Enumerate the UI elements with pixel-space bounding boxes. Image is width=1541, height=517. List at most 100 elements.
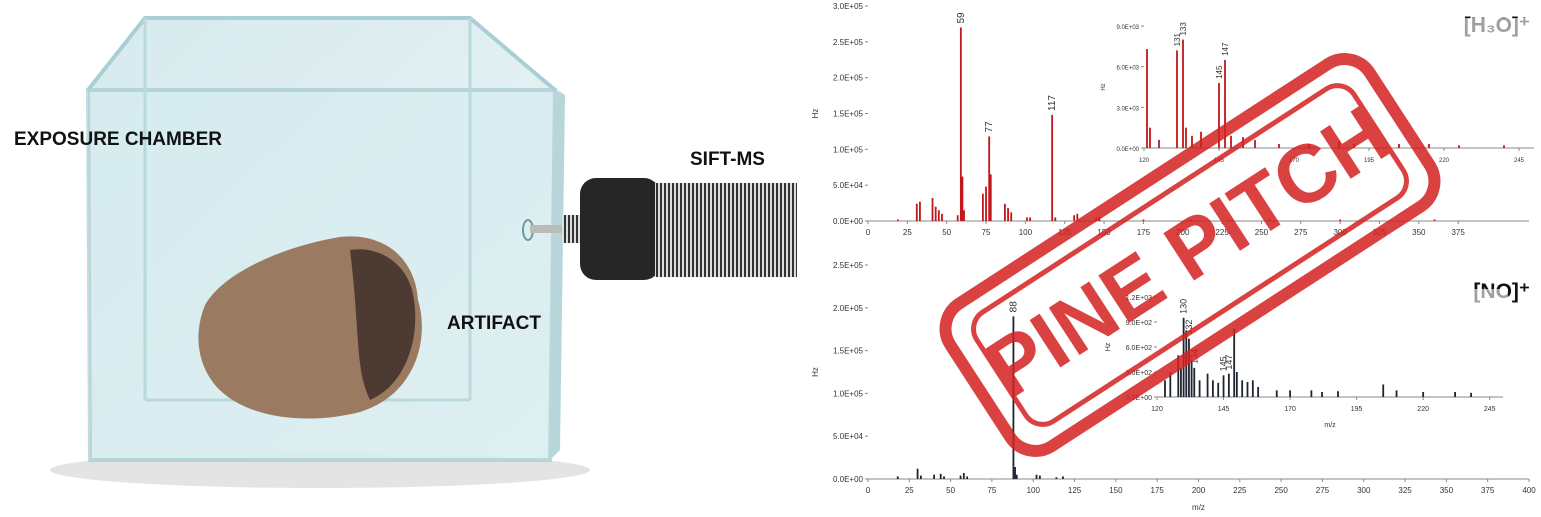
bar <box>1149 127 1151 148</box>
x-tick-label: 325 <box>1398 486 1412 495</box>
bar <box>931 198 934 221</box>
x-tick-label: 225 <box>1215 228 1229 237</box>
x-tick-label: 245 <box>1514 158 1525 164</box>
x-tick-label: 220 <box>1417 406 1429 413</box>
bar <box>1433 219 1436 221</box>
x-tick-label: 120 <box>1139 158 1150 164</box>
y-tick-label: 1.5E+05 <box>833 347 864 356</box>
peak-label: 59 <box>956 12 967 24</box>
bar <box>1308 143 1310 148</box>
y-tick-label: 9.0E+02 <box>1126 320 1152 327</box>
y-axis-label: Hz <box>1101 83 1107 90</box>
y-tick-label: 1.0E+05 <box>833 389 864 398</box>
x-tick-label: 200 <box>1176 228 1190 237</box>
bar <box>1470 392 1472 397</box>
bar <box>1289 390 1291 397</box>
bar <box>1422 392 1425 397</box>
bar <box>933 474 935 479</box>
x-tick-label: 50 <box>946 486 955 495</box>
x-tick-label: 145 <box>1218 406 1230 413</box>
bar <box>1246 382 1249 397</box>
x-tick-label: 375 <box>1451 228 1465 237</box>
bar <box>1338 141 1340 148</box>
x-tick-label: 125 <box>1068 486 1082 495</box>
y-tick-label: 3.0E+02 <box>1126 370 1152 377</box>
x-axis-label: m/z <box>1192 503 1205 512</box>
bar <box>1218 82 1220 148</box>
bar <box>896 476 899 479</box>
x-tick-label: 195 <box>1351 406 1363 413</box>
bar <box>1054 217 1057 221</box>
bar <box>1142 219 1145 221</box>
x-tick-label: 275 <box>1316 486 1330 495</box>
y-tick-label: 5.0E+04 <box>833 181 864 190</box>
peak-label: 88 <box>1008 301 1019 313</box>
bar <box>1062 476 1064 479</box>
bar <box>959 475 962 479</box>
x-tick-label: 0 <box>866 486 871 495</box>
bar <box>1035 474 1038 479</box>
bar <box>1211 380 1214 397</box>
bar <box>1015 474 1018 479</box>
x-tick-label: 350 <box>1412 228 1426 237</box>
x-tick-label: 75 <box>987 486 996 495</box>
bar <box>962 473 965 479</box>
x-tick-label: 50 <box>942 228 951 237</box>
bar <box>943 476 945 479</box>
y-tick-label: 1.5E+05 <box>833 110 864 119</box>
bar <box>1055 477 1058 479</box>
y-tick-label: 3.0E+05 <box>833 2 864 11</box>
x-tick-label: 375 <box>1481 486 1495 495</box>
peak-label: 132 <box>1184 320 1194 335</box>
peak-label: 145 <box>1215 65 1224 79</box>
bar <box>1224 59 1226 149</box>
bar <box>1337 391 1339 397</box>
bar <box>1038 475 1041 479</box>
y-tick-label: 0.0E+00 <box>833 217 864 226</box>
bar <box>963 210 965 221</box>
x-tick-label: 175 <box>1151 486 1165 495</box>
peak-label: 133 <box>1179 22 1188 36</box>
x-tick-label: 100 <box>1027 486 1041 495</box>
bar <box>1191 135 1193 148</box>
peak-label: 130 <box>1179 299 1189 314</box>
bar <box>1190 359 1193 397</box>
bar <box>1353 143 1355 148</box>
bar <box>1164 380 1166 397</box>
artifact-label: ARTIFACT <box>447 313 541 334</box>
y-axis-label: Hz <box>811 367 820 377</box>
y-tick-label: 6.0E+02 <box>1126 345 1152 352</box>
x-tick-label: 25 <box>903 228 912 237</box>
y-tick-label: 0.0E+00 <box>1116 147 1139 153</box>
x-tick-label: 400 <box>1522 486 1536 495</box>
bar <box>1257 387 1260 397</box>
x-tick-label: 350 <box>1440 486 1454 495</box>
bar <box>1503 145 1505 148</box>
y-tick-label: 2.0E+05 <box>833 304 864 313</box>
x-tick-label: 220 <box>1439 158 1450 164</box>
peak-label: 77 <box>984 121 995 133</box>
chamber-label: EXPOSURE CHAMBER <box>14 129 222 150</box>
bar <box>1254 139 1256 148</box>
bar <box>1051 114 1054 221</box>
bar <box>1454 392 1456 397</box>
y-tick-label: 2.0E+05 <box>833 74 864 83</box>
bar <box>1227 373 1230 397</box>
bar <box>985 186 987 221</box>
y-tick-label: 1.0E+05 <box>833 145 864 154</box>
peak-label: 147 <box>1224 355 1234 370</box>
x-tick-label: 245 <box>1484 406 1496 413</box>
bar <box>1251 380 1254 397</box>
bar <box>981 193 984 221</box>
bar <box>988 136 991 221</box>
bar <box>1275 390 1278 397</box>
bar <box>1185 127 1187 148</box>
bar <box>1004 203 1006 221</box>
bar <box>1339 219 1342 221</box>
chamber-illustration: EXPOSURE CHAMBER ARTIFACT SIFT-MS <box>14 16 797 488</box>
peak-label: 117 <box>1047 95 1058 111</box>
y-tick-label: 0.0E+00 <box>833 475 864 484</box>
bar <box>1217 382 1220 397</box>
bar <box>1233 328 1236 397</box>
bar <box>956 215 959 221</box>
